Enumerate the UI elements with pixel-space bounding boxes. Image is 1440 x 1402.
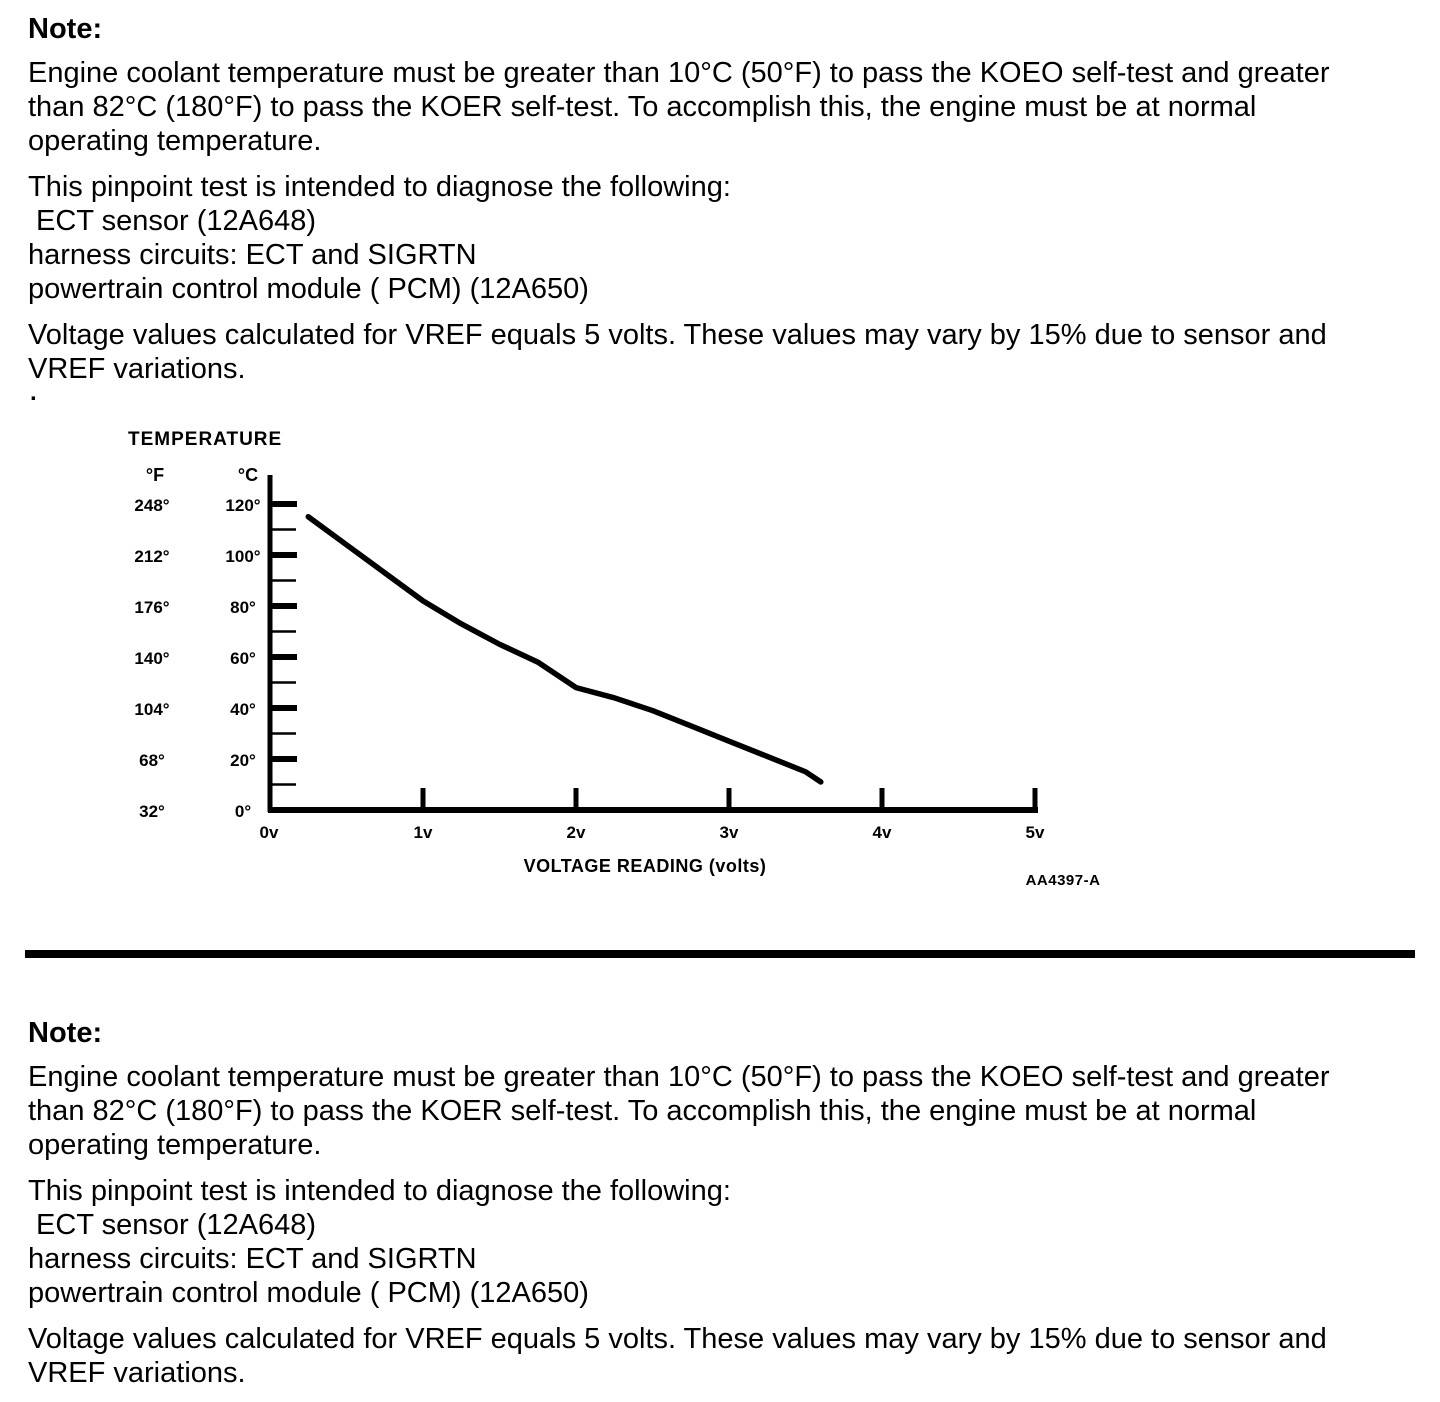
y-tick-label-c: 120° [225,496,260,515]
paragraph-line: ECT sensor (12A648) [28,205,316,237]
paragraph-line: powertrain control module ( PCM) (12A650… [28,273,589,305]
note-heading: Note: [28,13,103,45]
y-tick-label-f: 104° [134,700,169,719]
paragraph-line: Engine coolant temperature must be great… [28,57,1330,89]
note-section-bottom: Note: Engine coolant temperature must be… [0,1016,1440,1402]
note-section-top: Note: Engine coolant temperature must be… [0,0,1440,386]
y-tick-label-f: 140° [134,649,169,668]
y-tick-label-c: 60° [230,649,256,668]
ect-voltage-temperature-chart: TEMPERATURE °F °C 248° 120° 212° 100° 176° 80° 14… [0,398,1440,943]
x-tick-label: 4v [873,823,892,842]
section-divider [25,950,1415,958]
paragraph-line: operating temperature. [28,125,322,157]
x-tick-label: 1v [414,823,433,842]
ect-sensor-curve [305,514,824,785]
x-tick-label: 2v [567,823,586,842]
coolant-temperature-paragraph: Engine coolant temperature must be great… [28,56,1420,158]
chart-title: TEMPERATURE [128,429,282,450]
fahrenheit-header: °F [146,465,164,485]
paragraph-line: ECT sensor (12A648) [28,1209,316,1241]
voltage-values-paragraph: Voltage values calculated for VREF equal… [28,318,1420,386]
paragraph-line: operating temperature. [28,1129,322,1161]
paragraph-line: harness circuits: ECT and SIGRTN [28,239,477,271]
y-tick-label-f: 212° [134,547,169,566]
y-tick-label-c: 20° [230,751,256,770]
coolant-temperature-paragraph: Engine coolant temperature must be great… [28,1060,1420,1162]
paragraph-line: than 82°C (180°F) to pass the KOER self-… [28,1095,1257,1127]
paragraph-line: VREF variations. [28,1357,246,1389]
figure-code-label: AA4397-A [1026,872,1101,889]
paragraph-line: harness circuits: ECT and SIGRTN [28,1243,477,1275]
stray-period: . [30,379,37,406]
paragraph-line: Voltage values calculated for VREF equal… [28,1323,1327,1355]
paragraph-line: This pinpoint test is intended to diagno… [28,171,731,203]
paragraph-line: This pinpoint test is intended to diagno… [28,1175,731,1207]
y-tick-label-c: 100° [225,547,260,566]
y-tick-label-c: 80° [230,598,256,617]
chart-canvas: TEMPERATURE °F °C 248° 120° 212° 100° 176° 80° 14… [128,429,1101,889]
paragraph-line: Engine coolant temperature must be great… [28,1061,1330,1093]
y-tick-label-f: 248° [134,496,169,515]
x-tick-label: 5v [1026,823,1045,842]
y-tick-label-f: 32° [139,802,165,821]
paragraph-line: than 82°C (180°F) to pass the KOER self-… [28,91,1257,123]
y-tick-label-f: 68° [139,751,165,770]
y-tick-label-c: 40° [230,700,256,719]
celsius-header: °C [238,465,258,485]
x-axis-label: VOLTAGE READING (volts) [524,856,767,876]
pinpoint-test-paragraph: This pinpoint test is intended to diagno… [28,170,1420,306]
x-tick-label: 0v [260,823,279,842]
paragraph-line: Voltage values calculated for VREF equal… [28,319,1327,351]
paragraph-line: powertrain control module ( PCM) (12A650… [28,1277,589,1309]
voltage-values-paragraph: Voltage values calculated for VREF equal… [28,1322,1420,1390]
pinpoint-test-paragraph: This pinpoint test is intended to diagno… [28,1174,1420,1310]
x-tick-label: 3v [720,823,739,842]
y-tick-label-c: 0° [235,802,251,821]
note-heading: Note: [28,1017,103,1049]
paragraph-line: VREF variations. [28,353,246,385]
y-tick-label-f: 176° [134,598,169,617]
